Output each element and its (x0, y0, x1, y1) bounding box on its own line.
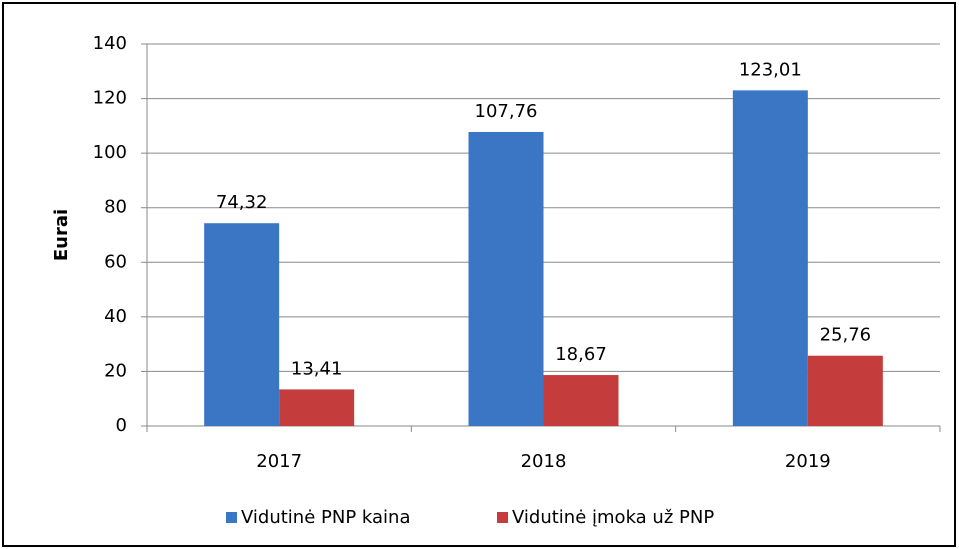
legend-label: Vidutinė įmoka už PNP (512, 507, 714, 528)
bar (468, 131, 544, 426)
data-label: 13,41 (291, 358, 343, 379)
data-label: 18,67 (555, 344, 607, 365)
y-tick-label: 60 (104, 251, 127, 272)
bar (543, 375, 619, 426)
y-tick-label: 140 (93, 33, 127, 54)
y-tick-label: 20 (104, 360, 127, 381)
x-tick-label: 2019 (785, 451, 831, 472)
y-tick-label: 40 (104, 306, 127, 327)
legend-swatch (497, 512, 508, 523)
bar (732, 90, 808, 426)
y-tick-label: 120 (93, 88, 127, 109)
bar (204, 223, 280, 426)
data-label: 74,32 (216, 192, 268, 213)
bar (807, 355, 883, 426)
legend-label: Vidutinė PNP kaina (241, 507, 411, 528)
y-tick-label: 0 (116, 415, 127, 436)
legend-swatch (226, 512, 237, 523)
x-tick-label: 2018 (521, 451, 567, 472)
data-label: 123,01 (739, 59, 802, 80)
x-tick-label: 2017 (256, 451, 302, 472)
data-label: 25,76 (820, 325, 872, 346)
y-tick-label: 80 (104, 197, 127, 218)
bar (279, 389, 355, 426)
y-axis-label: Eurai (51, 209, 72, 261)
y-tick-label: 100 (93, 142, 127, 163)
data-label: 107,76 (475, 101, 538, 122)
